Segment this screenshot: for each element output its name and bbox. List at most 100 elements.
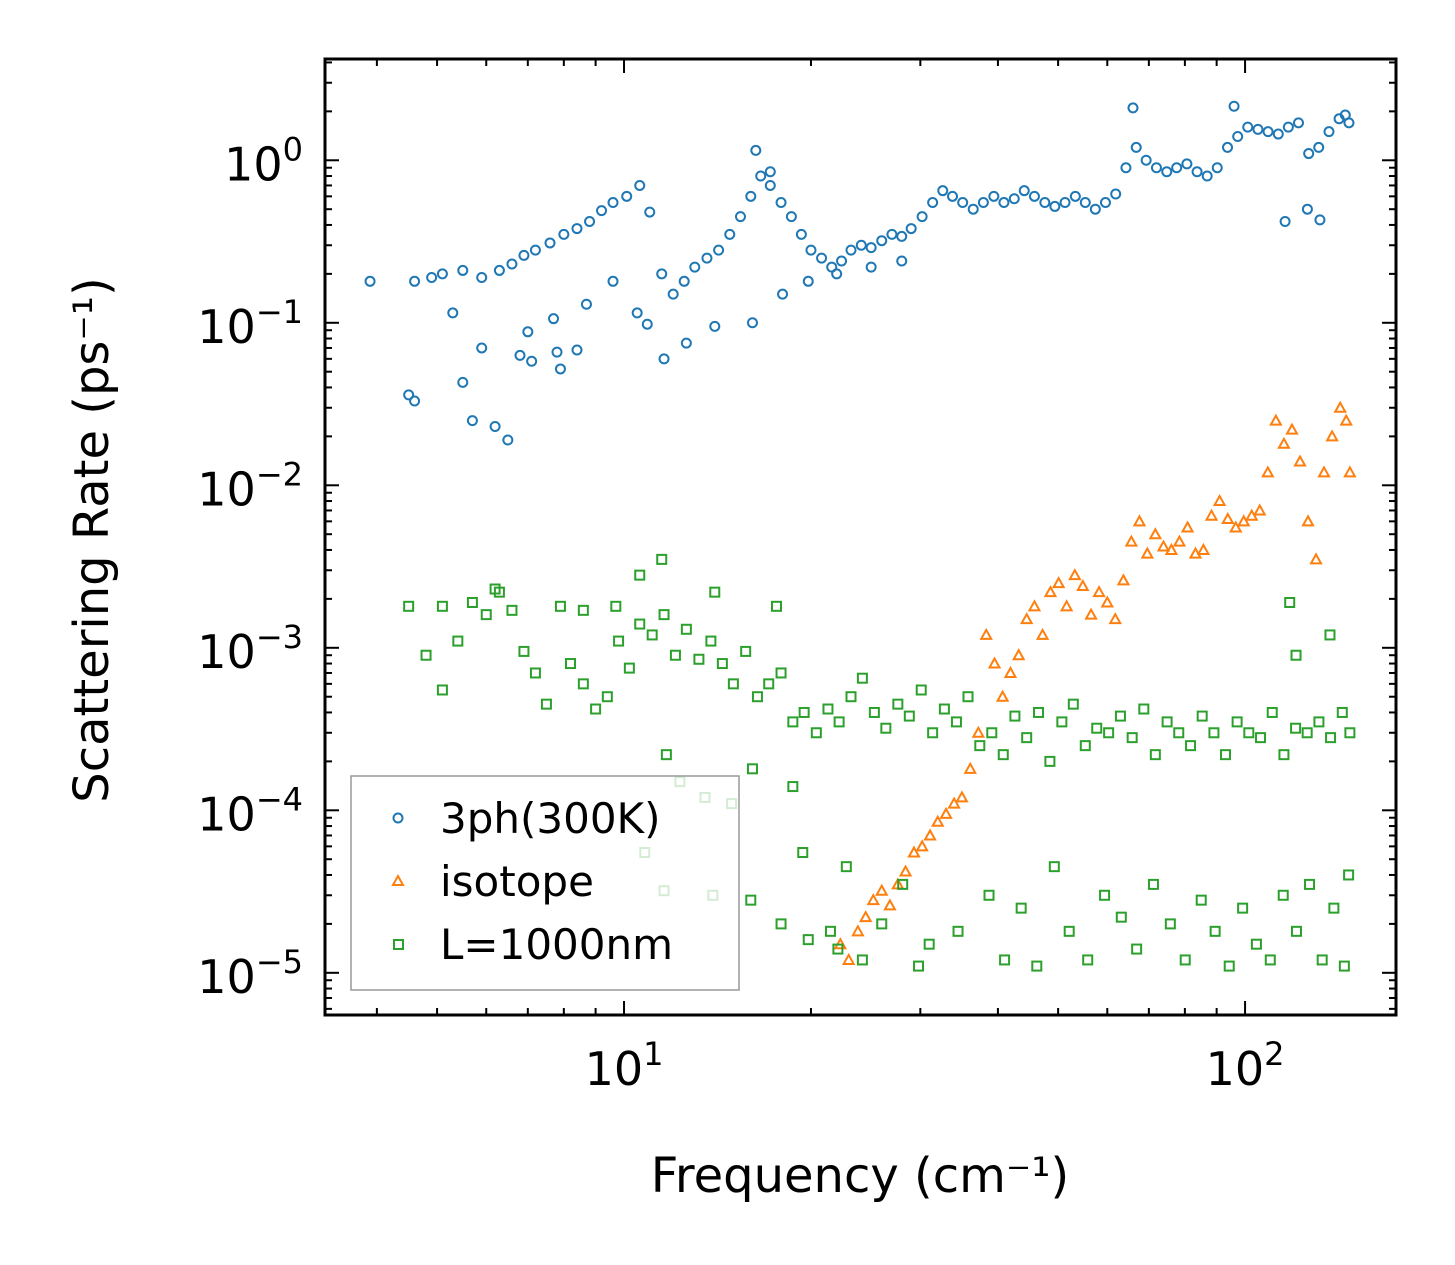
data-point	[656, 553, 668, 565]
data-point	[787, 781, 799, 793]
y-tick-label: 10−2	[197, 455, 303, 516]
data-point	[1293, 454, 1307, 467]
data-point	[1228, 100, 1240, 112]
data-point	[1018, 185, 1030, 197]
data-point	[1243, 727, 1255, 739]
series-1	[833, 400, 1357, 965]
data-point	[1099, 889, 1111, 901]
data-point	[1301, 727, 1313, 739]
data-point	[963, 761, 977, 774]
data-point	[540, 698, 552, 710]
data-point	[1138, 703, 1150, 715]
data-point	[514, 349, 526, 361]
data-point	[866, 893, 881, 906]
data-point	[764, 166, 776, 178]
data-point	[1049, 200, 1061, 212]
data-point	[734, 211, 746, 223]
data-point	[851, 924, 865, 937]
data-point	[693, 653, 705, 665]
data-point	[1021, 732, 1033, 744]
data-point	[995, 689, 1010, 702]
data-point	[518, 645, 530, 657]
data-point	[1209, 925, 1221, 937]
data-point	[855, 239, 867, 251]
data-point	[745, 190, 757, 202]
data-point	[457, 376, 469, 388]
data-point	[1333, 400, 1347, 413]
data-point	[502, 434, 514, 446]
data-point	[974, 740, 986, 752]
data-point	[927, 196, 939, 208]
data-point	[798, 706, 810, 718]
data-point	[785, 211, 797, 223]
data-point	[1127, 102, 1139, 114]
data-point	[1044, 755, 1056, 767]
data-point	[634, 179, 646, 191]
data-point	[822, 703, 834, 715]
data-point	[1255, 732, 1267, 744]
data-point	[452, 635, 464, 647]
data-point	[480, 609, 492, 621]
data-point	[1191, 166, 1203, 178]
data-point	[1084, 607, 1098, 620]
data-point	[554, 600, 566, 612]
plot-frame	[323, 57, 1398, 1017]
data-point	[1059, 599, 1074, 612]
data-point	[1250, 938, 1262, 950]
data-point	[896, 230, 908, 242]
data-point	[518, 249, 530, 261]
data-point	[856, 672, 868, 684]
data-point	[1099, 196, 1111, 208]
data-point	[939, 806, 953, 819]
data-point	[646, 629, 658, 641]
data-point	[1076, 578, 1090, 592]
data-point	[875, 883, 889, 896]
data-point	[724, 228, 736, 240]
data-point	[610, 600, 622, 612]
data-point	[466, 596, 478, 608]
data-point	[1262, 126, 1274, 138]
data-point	[436, 684, 448, 696]
data-point	[1156, 539, 1171, 552]
data-point	[1208, 727, 1220, 739]
data-point	[529, 667, 541, 679]
data-point	[1079, 196, 1091, 208]
data-point	[476, 342, 488, 354]
data-point	[1266, 706, 1278, 718]
data-point	[660, 749, 672, 761]
data-point	[466, 415, 478, 427]
y-axis-label: Scattering Rate (ps⁻¹)	[64, 277, 120, 803]
data-point	[1237, 514, 1251, 527]
data-point	[658, 353, 670, 365]
data-point	[896, 255, 908, 267]
data-point	[1089, 203, 1101, 215]
legend-marker-3ph	[392, 812, 404, 824]
data-point	[987, 656, 1002, 669]
data-point	[1196, 542, 1211, 555]
data-point	[705, 635, 717, 647]
legend-label-3ph: 3ph(300K)	[440, 794, 660, 843]
data-point	[1301, 203, 1313, 215]
data-point	[544, 237, 556, 249]
data-point	[1252, 123, 1264, 135]
legend-marker-isotope	[391, 873, 405, 886]
data-point	[701, 252, 713, 264]
data-point	[577, 678, 589, 690]
legend-label-boundary: L=1000nm	[440, 920, 673, 969]
data-point	[876, 918, 888, 930]
data-point	[1124, 534, 1139, 547]
data-point	[641, 318, 653, 330]
data-point	[775, 918, 787, 930]
data-point	[596, 205, 608, 217]
data-point	[907, 845, 921, 858]
data-point	[1069, 190, 1081, 202]
data-point	[680, 337, 692, 349]
data-point	[831, 268, 843, 280]
data-point	[751, 691, 763, 703]
data-point	[999, 954, 1011, 966]
data-point	[634, 618, 646, 630]
data-point	[1219, 749, 1231, 761]
data-point	[952, 925, 964, 937]
data-point	[1048, 861, 1060, 873]
data-point	[1223, 960, 1235, 972]
